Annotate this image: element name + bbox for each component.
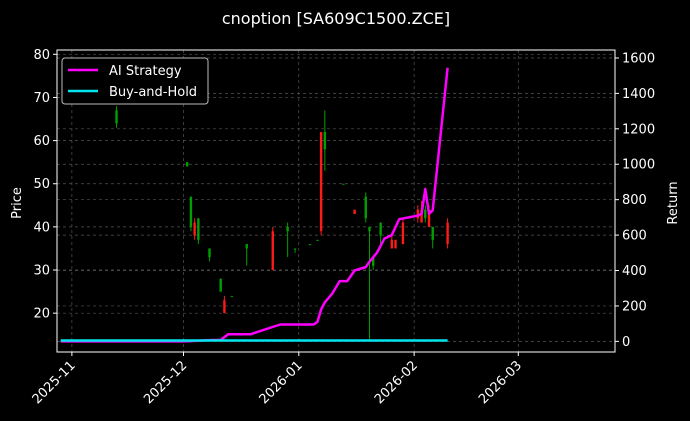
candle [189, 196, 193, 232]
candle [368, 226, 371, 340]
candle-body [427, 209, 431, 227]
candle-body [219, 278, 222, 292]
y-axis-left-label: Price [10, 187, 25, 219]
candle-body [416, 209, 420, 219]
tick-label-y-right: 200 [622, 299, 647, 314]
y-axis-right-label: Return [666, 181, 681, 224]
candle-body [208, 248, 211, 258]
candle [115, 106, 118, 128]
tick-label-y-left: 20 [33, 307, 50, 322]
candle [394, 239, 397, 249]
candle-body [115, 110, 118, 124]
tick-label-y-left: 60 [33, 134, 50, 149]
candle-body [223, 300, 226, 314]
tick-label-x: 2025-11 [30, 358, 79, 407]
candle [308, 244, 312, 246]
candle-body [390, 239, 393, 249]
tick-label-x: 2026-01 [257, 358, 306, 407]
candle-body [286, 226, 289, 232]
candle-body [271, 231, 274, 271]
candle [208, 248, 211, 262]
candle [316, 239, 319, 241]
candle [193, 218, 196, 240]
candle [286, 222, 289, 258]
candle [342, 183, 345, 185]
candle [230, 295, 234, 297]
candle [431, 226, 434, 249]
candle-body [193, 222, 196, 236]
candle-body [446, 222, 449, 245]
candle-body [293, 248, 297, 250]
candle [390, 235, 393, 249]
candle-body [401, 222, 405, 245]
candle [223, 295, 226, 314]
candle-body [379, 222, 382, 236]
candle-body [189, 196, 193, 227]
legend-label-buy-and-hold: Buy-and-Hold [109, 85, 197, 100]
candle [197, 218, 200, 245]
tick-label-y-right: 600 [622, 229, 647, 244]
chart-title: cnoption [SA609C1500.ZCE] [222, 9, 450, 28]
candle [401, 218, 405, 245]
candle-body [372, 257, 375, 266]
tick-label-y-right: 400 [622, 264, 647, 279]
candle [293, 248, 297, 253]
candle [186, 162, 189, 167]
tick-label-y-left: 30 [33, 264, 50, 279]
candle [416, 205, 420, 223]
legend-box [61, 57, 209, 105]
tick-label-y-right: 1200 [622, 122, 655, 137]
tick-label-y-right: 1000 [622, 158, 655, 173]
tick-label-y-right: 800 [622, 193, 647, 208]
candle [271, 226, 274, 271]
legend-label-ai-strategy: AI Strategy [109, 64, 182, 79]
candle [353, 209, 356, 214]
candle [219, 278, 222, 292]
candle-body [342, 183, 345, 185]
candle [424, 205, 427, 223]
tick-label-y-left: 40 [33, 220, 50, 235]
tick-label-y-left: 50 [33, 177, 50, 192]
candle-body [368, 226, 371, 232]
candle-body [308, 244, 312, 246]
candle-layer [115, 106, 449, 340]
tick-label-y-right: 0 [622, 335, 630, 350]
candle-body [364, 196, 367, 219]
tick-label-x: 2026-02 [372, 358, 421, 407]
tick-label-x: 2025-12 [141, 358, 190, 407]
candle [245, 244, 248, 266]
candle [372, 257, 375, 271]
tick-label-y-left: 80 [33, 48, 50, 63]
tick-label-y-right: 1600 [622, 51, 655, 66]
candle [446, 218, 449, 249]
candle-body [420, 209, 423, 223]
candle-body [319, 131, 323, 232]
candle-body [353, 209, 356, 214]
tick-label-x: 2026-03 [476, 358, 525, 407]
tick-label-y-left: 70 [33, 91, 50, 106]
candle [379, 222, 382, 245]
candle-body [394, 239, 397, 249]
candle [323, 110, 327, 171]
line-ai-strategy [60, 67, 449, 343]
candle-body [431, 226, 434, 240]
plot-frame [56, 49, 616, 353]
candle-body [323, 131, 327, 150]
candle-body [424, 209, 427, 219]
candle-body [316, 239, 319, 241]
candle-body [230, 295, 234, 297]
candle [364, 192, 367, 223]
legend: AI Strategy Buy-and-Hold [61, 57, 209, 105]
candle-body [197, 218, 200, 240]
candle-body [186, 162, 189, 167]
candle [319, 131, 323, 236]
candle-body [245, 244, 248, 249]
line-layer [60, 67, 449, 343]
tick-label-y-right: 1400 [622, 87, 655, 102]
